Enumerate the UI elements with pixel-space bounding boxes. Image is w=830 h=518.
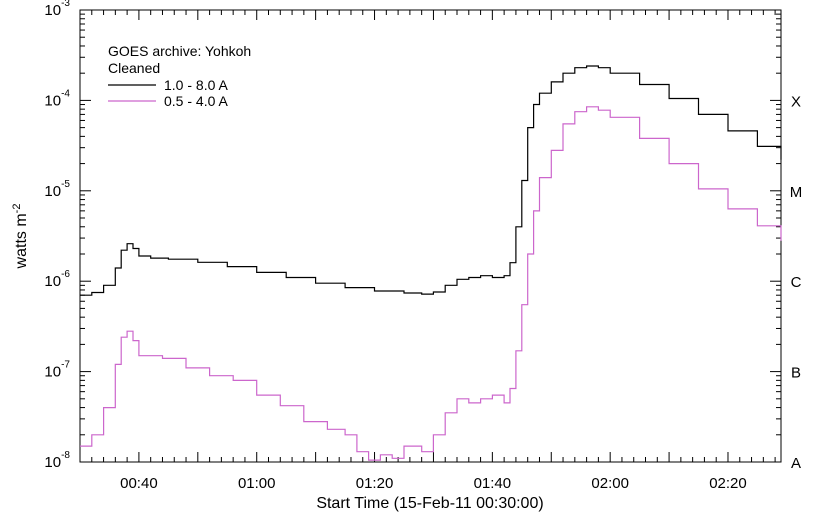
flare-class-label: B bbox=[791, 365, 801, 382]
legend-entry-long-channel: 1.0 - 8.0 A bbox=[164, 77, 228, 93]
legend-entry-short-channel: 0.5 - 4.0 A bbox=[164, 93, 228, 109]
x-tick-label: 01:20 bbox=[356, 475, 394, 492]
y-tick-label-exponent: -7 bbox=[61, 360, 70, 371]
axes-group bbox=[79, 9, 782, 463]
x-tick-label: 02:20 bbox=[709, 475, 747, 492]
x-tick-label: 02:00 bbox=[591, 475, 629, 492]
y-axis-title-exponent: -2 bbox=[11, 204, 23, 214]
flare-class-label: A bbox=[791, 455, 801, 472]
y-tick-label: 10-6 bbox=[44, 269, 70, 290]
y-axis-title-text: watts m bbox=[13, 213, 30, 269]
y-tick-label: 10-4 bbox=[44, 88, 70, 109]
y-tick-label-exponent: -5 bbox=[61, 179, 70, 190]
flare-class-label: C bbox=[791, 274, 802, 291]
flare-class-labels-group: A B C M X bbox=[790, 93, 803, 472]
series-group bbox=[80, 65, 782, 461]
y-tick-label-base: 10 bbox=[44, 454, 61, 471]
y-axis-title: watts m-2 bbox=[11, 204, 30, 270]
series-line-0 bbox=[80, 65, 782, 296]
y-tick-label-exponent: -6 bbox=[61, 269, 70, 280]
x-tick-label: 01:40 bbox=[474, 475, 512, 492]
y-tick-label: 10-3 bbox=[44, 0, 70, 19]
x-tick-label: 01:00 bbox=[238, 475, 276, 492]
y-tick-label-exponent: -4 bbox=[61, 88, 70, 99]
legend: GOES archive: Yohkoh Cleaned 1.0 - 8.0 A… bbox=[108, 43, 251, 109]
y-tick-label-base: 10 bbox=[44, 273, 61, 290]
series-line-1 bbox=[80, 106, 782, 461]
y-tick-label-base: 10 bbox=[44, 92, 61, 109]
y-tick-label: 10-7 bbox=[44, 360, 70, 381]
y-tick-label: 10-5 bbox=[44, 179, 70, 200]
y-tick-label-exponent: -8 bbox=[61, 450, 70, 461]
x-axis-title: Start Time (15-Feb-11 00:30:00) bbox=[316, 495, 543, 512]
y-tick-label: 10-8 bbox=[44, 450, 70, 471]
flare-class-label: X bbox=[791, 93, 801, 110]
x-tick-label: 00:40 bbox=[120, 475, 158, 492]
legend-source-text: GOES archive: Yohkoh bbox=[108, 43, 251, 59]
legend-cleaned-text: Cleaned bbox=[108, 60, 160, 76]
tick-labels-group: 10-810-710-610-510-410-300:40 01:00 01:20 0… bbox=[44, 0, 746, 492]
flare-class-label: M bbox=[790, 184, 803, 201]
y-tick-label-base: 10 bbox=[44, 364, 61, 381]
y-tick-label-base: 10 bbox=[44, 2, 61, 19]
y-tick-label-base: 10 bbox=[44, 183, 61, 200]
y-tick-label-exponent: -3 bbox=[61, 0, 70, 9]
